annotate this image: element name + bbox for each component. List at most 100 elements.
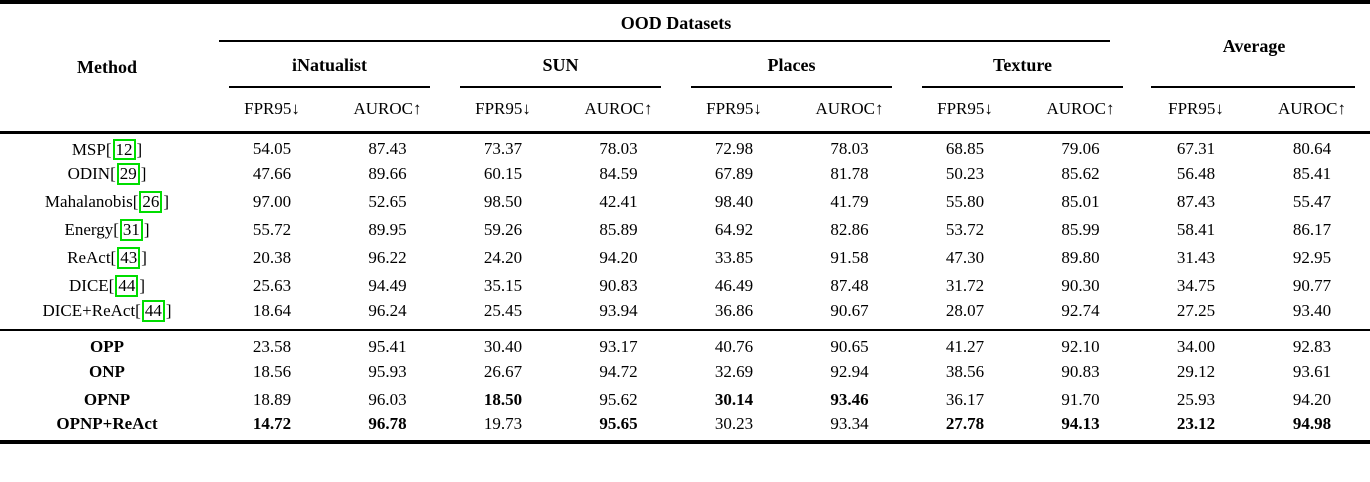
value-cell: 92.94 [830, 362, 869, 382]
method-cell: ODIN[29] [67, 163, 147, 186]
value-cell: 93.34 [830, 414, 869, 434]
metric-header-auroc: AUROC↑ [1023, 88, 1138, 134]
citation-link[interactable]: 26 [139, 191, 163, 214]
dataset-header-inatualist: iNatualist [214, 42, 445, 88]
metric-header-auroc: AUROC↑ [792, 88, 907, 134]
method-cell: OPNP [83, 390, 131, 410]
citation-link[interactable]: 44 [115, 275, 139, 298]
value-cell: 67.89 [714, 164, 754, 184]
value-cell: 30.23 [714, 414, 754, 434]
value-cell: 26.67 [483, 362, 523, 382]
value-cell: 59.26 [483, 220, 523, 240]
table-row: OPNP+ReAct 14.72 96.78 19.73 95.65 30.23 93.34… [0, 414, 1370, 442]
value-cell: 14.72 [252, 414, 292, 434]
metric-header-auroc: AUROC↑ [330, 88, 445, 134]
value-cell: 67.31 [1176, 139, 1216, 159]
value-cell: 24.20 [483, 248, 523, 268]
value-cell: 90.65 [830, 337, 869, 357]
value-cell: 34.75 [1176, 276, 1216, 296]
method-cell: Energy[31] [64, 219, 150, 242]
value-cell: 40.76 [714, 337, 754, 357]
citation-link[interactable]: 12 [112, 138, 136, 161]
dataset-header-places: Places [676, 42, 907, 88]
header-row-metrics: FPR95↓ AUROC↑ FPR95↓ AUROC↑ FPR95↓ AUROC… [0, 88, 1370, 134]
value-cell: 85.99 [1061, 220, 1100, 240]
citation-link[interactable]: 44 [141, 300, 165, 323]
value-cell: 30.40 [483, 337, 523, 357]
method-cell: OPNP+ReAct [56, 414, 158, 434]
value-cell: 25.45 [445, 300, 561, 332]
value-cell: 31.72 [945, 276, 985, 296]
value-cell: 30.14 [714, 390, 754, 410]
table-row: DICE[44] 25.63 94.49 35.15 90.83 46.49 87.48 31… [0, 272, 1370, 300]
citation-link[interactable]: 43 [117, 247, 141, 270]
citation-link[interactable]: 29 [116, 163, 140, 186]
method-cell: DICE+ReAct[44] [0, 300, 214, 332]
table-row: DICE+ReAct[44] 18.64 96.24 25.45 93.94 36.86 9… [0, 300, 1370, 332]
method-cell: DICE[44] [69, 275, 145, 298]
value-cell: 50.23 [945, 164, 985, 184]
value-cell: 95.65 [599, 414, 638, 434]
value-cell: 91.70 [1061, 390, 1100, 410]
method-cell: ReAct[43] [67, 247, 147, 270]
metric-header-fpr95: FPR95↓ [445, 88, 561, 134]
value-cell: 73.37 [483, 139, 523, 159]
value-cell: 95.62 [599, 390, 638, 410]
value-cell: 89.80 [1061, 248, 1100, 268]
value-cell: 64.92 [714, 220, 754, 240]
value-cell: 85.41 [1292, 164, 1332, 184]
value-cell: 32.69 [714, 362, 754, 382]
value-cell: 90.83 [599, 276, 638, 296]
value-cell: 31.43 [1176, 248, 1216, 268]
method-cell: Mahalanobis[26] [44, 191, 170, 214]
value-cell: 25.93 [1176, 390, 1216, 410]
table-row: ReAct[43] 20.38 96.22 24.20 94.20 33.85 91.58 4… [0, 244, 1370, 272]
value-cell: 95.93 [368, 362, 407, 382]
value-cell: 92.95 [1292, 248, 1332, 268]
value-cell: 55.47 [1292, 192, 1332, 212]
value-cell: 92.10 [1061, 337, 1100, 357]
value-cell: 35.15 [483, 276, 523, 296]
ood-datasets-header: OOD Datasets [214, 2, 1138, 42]
value-cell: 94.20 [1292, 390, 1332, 410]
average-column-header: Average [1138, 2, 1370, 88]
value-cell: 18.56 [252, 362, 292, 382]
value-cell: 93.40 [1254, 300, 1370, 332]
value-cell: 95.41 [368, 337, 407, 357]
dataset-header-sun: SUN [445, 42, 676, 88]
table-body: MSP[12] 54.05 87.43 73.37 78.03 72.98 78.03 68.… [0, 132, 1370, 442]
value-cell: 68.85 [945, 139, 985, 159]
value-cell: 36.17 [945, 390, 985, 410]
value-cell: 90.30 [1061, 276, 1100, 296]
value-cell: 98.40 [714, 192, 754, 212]
header-row-datasets: iNatualist SUN Places Texture [0, 42, 1370, 88]
value-cell: 28.07 [907, 300, 1023, 332]
value-cell: 90.83 [1061, 362, 1100, 382]
value-cell: 33.85 [714, 248, 754, 268]
value-cell: 96.22 [368, 248, 407, 268]
value-cell: 80.64 [1292, 139, 1332, 159]
value-cell: 93.17 [599, 337, 638, 357]
metric-header-fpr95: FPR95↓ [1138, 88, 1254, 134]
value-cell: 87.43 [1176, 192, 1216, 212]
value-cell: 81.78 [830, 164, 869, 184]
value-cell: 84.59 [599, 164, 638, 184]
value-cell: 94.13 [1061, 414, 1100, 434]
value-cell: 60.15 [483, 164, 523, 184]
value-cell: 18.50 [483, 390, 523, 410]
value-cell: 47.30 [945, 248, 985, 268]
value-cell: 92.74 [1023, 300, 1138, 332]
method-cell: ONP [89, 362, 125, 382]
value-cell: 85.01 [1061, 192, 1100, 212]
table-row: OPP 23.58 95.41 30.40 93.17 40.76 90.65 41.27 92… [0, 330, 1370, 358]
value-cell: 38.56 [945, 362, 985, 382]
value-cell: 79.06 [1061, 139, 1100, 159]
value-cell: 25.63 [252, 276, 292, 296]
header-row-ood: Method OOD Datasets Average [0, 2, 1370, 134]
citation-link[interactable]: 31 [119, 219, 143, 242]
value-cell: 89.66 [368, 164, 407, 184]
value-cell: 34.00 [1176, 337, 1216, 357]
method-column-header: Method [0, 2, 214, 134]
value-cell: 56.48 [1176, 164, 1216, 184]
